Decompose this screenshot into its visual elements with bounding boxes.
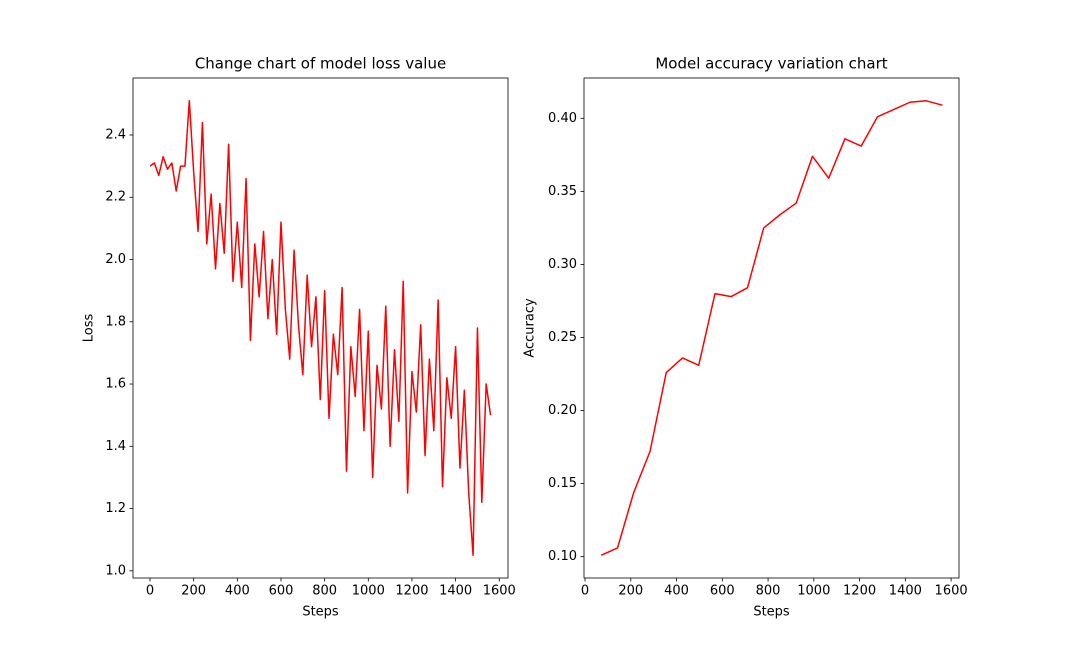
x-tick-label: 600 xyxy=(710,584,735,599)
y-tick-label: 0.25 xyxy=(548,330,577,345)
x-tick-label: 1000 xyxy=(352,584,385,599)
x-axis-label: Steps xyxy=(753,605,790,620)
x-tick-label: 1000 xyxy=(797,584,830,599)
axes-frame xyxy=(583,77,960,579)
x-tick-label: 200 xyxy=(181,584,206,599)
y-tick-label: 0.20 xyxy=(548,403,577,418)
y-tick-label: 0.35 xyxy=(548,184,577,199)
chart-title: Model accuracy variation chart xyxy=(655,55,887,73)
y-tick-label: 0.15 xyxy=(548,476,577,491)
x-tick-label: 1400 xyxy=(439,584,472,599)
x-tick-label: 1600 xyxy=(483,584,516,599)
x-tick-label: 600 xyxy=(269,584,294,599)
y-tick-label: 2.2 xyxy=(105,190,126,205)
data-line xyxy=(149,99,492,557)
data-line xyxy=(600,100,943,556)
y-tick-label: 2.4 xyxy=(105,127,126,142)
x-tick-label: 0 xyxy=(146,584,154,599)
x-tick-label: 1200 xyxy=(395,584,428,599)
axes-background xyxy=(133,78,508,578)
y-tick-label: 2.0 xyxy=(105,252,126,267)
x-tick-label: 400 xyxy=(664,584,689,599)
y-axis-label: Accuracy xyxy=(523,298,538,358)
x-axis-label: Steps xyxy=(302,605,339,620)
x-tick-label: 0 xyxy=(581,584,589,599)
y-tick-label: 1.4 xyxy=(105,439,126,454)
chart-title: Change chart of model loss value xyxy=(195,55,446,73)
x-tick-label: 1400 xyxy=(889,584,922,599)
axes-frame xyxy=(132,77,509,579)
y-tick-label: 1.6 xyxy=(105,377,126,392)
y-tick-label: 0.40 xyxy=(548,111,577,126)
x-tick-label: 400 xyxy=(225,584,250,599)
x-tick-label: 800 xyxy=(756,584,781,599)
y-tick-label: 1.8 xyxy=(105,314,126,329)
axes-background xyxy=(584,78,959,578)
x-tick-label: 200 xyxy=(618,584,643,599)
y-axis-label: Loss xyxy=(82,314,97,343)
x-tick-label: 1600 xyxy=(935,584,968,599)
y-tick-label: 1.0 xyxy=(105,563,126,578)
y-tick-label: 0.30 xyxy=(548,257,577,272)
y-tick-label: 0.10 xyxy=(548,549,577,564)
y-tick-label: 1.2 xyxy=(105,501,126,516)
x-tick-label: 1200 xyxy=(843,584,876,599)
x-tick-label: 800 xyxy=(312,584,337,599)
